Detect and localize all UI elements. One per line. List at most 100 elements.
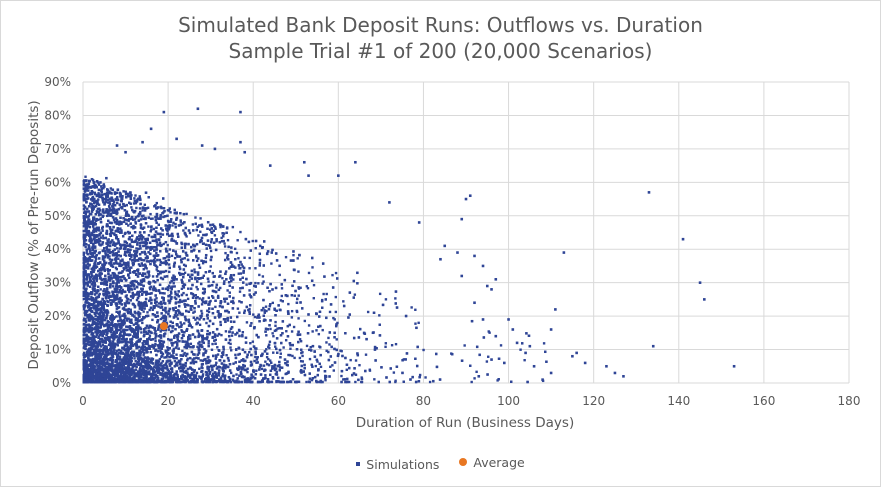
simulation-point [183, 246, 187, 249]
simulation-point [162, 242, 165, 246]
simulation-point [150, 367, 153, 371]
simulation-point [289, 380, 293, 384]
simulation-point [150, 228, 153, 231]
simulation-point [254, 246, 257, 250]
simulation-point [156, 350, 160, 353]
simulation-point [218, 316, 221, 319]
simulation-point [181, 284, 185, 288]
simulation-point [296, 257, 299, 260]
simulation-point [184, 340, 187, 343]
simulation-point [349, 358, 352, 362]
simulation-point [208, 331, 212, 335]
simulation-point [112, 249, 115, 253]
simulation-point [107, 279, 110, 282]
simulation-point [209, 249, 213, 253]
simulation-point [207, 339, 210, 343]
simulation-point [183, 257, 186, 260]
simulation-point [214, 338, 217, 342]
simulation-point [108, 190, 111, 193]
simulation-point [145, 260, 149, 263]
simulation-point [82, 251, 86, 255]
simulation-point [153, 344, 156, 348]
simulation-point [153, 365, 156, 368]
simulation-point [428, 380, 432, 384]
simulation-point [217, 294, 220, 298]
simulation-point [123, 317, 127, 320]
simulation-point [185, 303, 189, 306]
simulation-point [113, 191, 116, 194]
simulation-point [82, 253, 86, 257]
simulation-point [328, 310, 332, 314]
simulation-point [227, 359, 230, 362]
simulation-point [179, 321, 182, 324]
simulation-point [252, 375, 255, 378]
simulation-point [248, 289, 251, 292]
simulation-point [181, 257, 184, 261]
simulation-point [141, 342, 144, 345]
simulation-point [110, 191, 113, 195]
simulation-point [131, 293, 135, 297]
simulation-point [256, 356, 259, 359]
simulation-point [152, 239, 156, 243]
simulation-point [290, 330, 294, 333]
simulation-point [366, 310, 370, 314]
simulation-point [232, 273, 236, 277]
simulation-point [157, 289, 161, 292]
simulation-point [172, 373, 175, 377]
simulation-point [156, 269, 160, 273]
simulation-point [248, 350, 251, 354]
simulation-point [143, 208, 147, 211]
simulation-point [217, 312, 221, 315]
simulation-point [325, 292, 328, 296]
simulation-point [418, 373, 422, 377]
simulation-point [274, 320, 277, 324]
simulation-point [91, 298, 95, 302]
simulation-point [176, 317, 180, 320]
simulation-point [217, 371, 220, 375]
simulation-point [106, 256, 110, 259]
simulation-point [183, 283, 187, 287]
simulation-point [108, 258, 112, 261]
simulation-point [293, 356, 296, 360]
simulation-point [84, 320, 88, 324]
simulation-point [92, 288, 95, 292]
simulation-point [108, 255, 111, 258]
simulation-point [112, 376, 116, 379]
simulation-point [191, 223, 195, 226]
simulation-point [155, 251, 158, 255]
simulation-point [114, 217, 117, 220]
simulation-point [268, 346, 271, 350]
simulation-point [187, 334, 191, 337]
simulation-point [226, 319, 230, 322]
simulation-point [300, 351, 303, 355]
simulation-point [207, 310, 211, 314]
simulation-point [184, 354, 188, 357]
simulation-point [234, 266, 237, 269]
simulation-point [159, 317, 163, 321]
simulation-point [345, 368, 348, 371]
simulation-point [83, 311, 86, 314]
simulation-point [257, 282, 260, 285]
simulation-point [111, 239, 114, 242]
simulation-point [118, 302, 122, 305]
simulation-point [106, 360, 109, 363]
simulation-point [178, 298, 182, 302]
simulation-point [195, 255, 198, 259]
simulation-point [104, 198, 108, 201]
simulation-point [191, 273, 194, 277]
simulation-point [213, 234, 217, 237]
simulation-point [281, 376, 284, 380]
simulation-point [90, 272, 93, 275]
simulation-point [135, 298, 139, 302]
simulation-point [167, 263, 171, 266]
simulation-point [332, 369, 335, 372]
simulation-point [123, 204, 126, 208]
simulation-point [297, 287, 301, 290]
simulation-point [301, 354, 304, 358]
simulation-point [120, 231, 123, 234]
simulation-point [134, 222, 138, 225]
simulation-point [82, 282, 86, 285]
simulation-point [88, 255, 92, 259]
simulation-point [89, 376, 93, 379]
